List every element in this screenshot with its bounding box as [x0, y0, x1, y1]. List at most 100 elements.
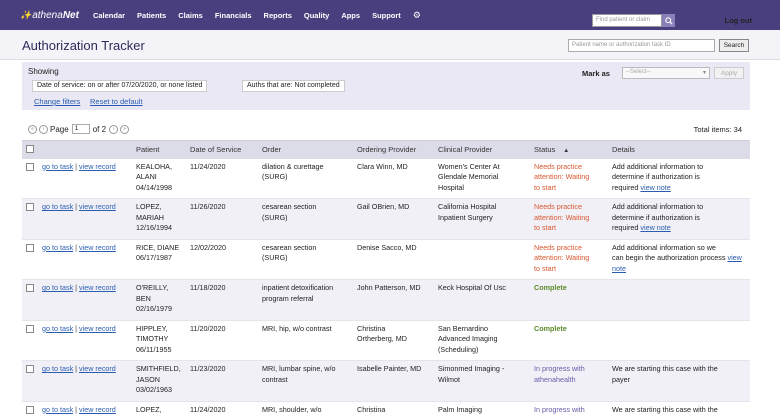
logout-link[interactable]: Log out	[724, 16, 753, 25]
cell-line: In progress with	[534, 404, 585, 414]
patient-claim-search-input[interactable]: Find patient or claim	[592, 14, 662, 27]
cell-line: Wilmot	[438, 374, 460, 384]
row-checkbox[interactable]	[26, 162, 34, 171]
change-filters-link[interactable]: Change filters	[34, 97, 81, 106]
status-cell: Needs practice attention: Waiting to start	[530, 158, 608, 199]
cell-line: KEALOHA,	[136, 161, 172, 171]
table-row[interactable]: go to task | view record SMITHFIELD, JASON…	[22, 360, 750, 402]
nav-link-support[interactable]: Support	[372, 10, 401, 20]
nav-link-calendar[interactable]: Calendar	[92, 10, 126, 20]
row-checkbox[interactable]	[26, 324, 34, 333]
clinical-provider-cell: Keck Hospital Of Usc	[434, 279, 530, 321]
view-record-link[interactable]: view record	[79, 202, 116, 211]
go-to-task-link[interactable]: go to task	[42, 404, 74, 414]
nav-link-quality[interactable]: Quality	[303, 10, 330, 20]
row-actions: go to task | view record	[38, 360, 132, 402]
go-to-task-link[interactable]: go to task	[42, 242, 74, 252]
row-actions: go to task | view record	[38, 320, 132, 361]
go-to-task-link[interactable]: go to task	[42, 202, 74, 211]
row-select-cell	[22, 198, 38, 240]
cell-line: determine if authorization is	[612, 213, 746, 224]
details-text: Add additional information to	[612, 161, 704, 171]
view-note-link[interactable]: view note	[612, 253, 742, 273]
view-record-link[interactable]: view record	[79, 161, 116, 171]
cell-line: LOPEZ,	[136, 404, 162, 414]
row-checkbox[interactable]	[26, 203, 34, 211]
go-to-task-link[interactable]: go to task	[42, 323, 74, 333]
next-page-icon[interactable]: ›	[109, 124, 119, 134]
nav-link-financials[interactable]: Financials	[214, 10, 252, 20]
header-patient[interactable]: Patient	[132, 140, 186, 159]
ordering-provider-cell: John Patterson, MD	[353, 279, 434, 321]
view-record-link[interactable]: view record	[79, 283, 116, 292]
cell-line: Glendale Memorial	[438, 172, 499, 181]
nav-link-claims[interactable]: Claims	[178, 10, 203, 20]
showing-label: Showing	[28, 67, 59, 76]
row-checkbox[interactable]	[26, 405, 34, 414]
table-row[interactable]: go to task | view recordLOPEZ,ANTHONY11/…	[22, 401, 750, 414]
cell-line: Ortherberg, MD	[357, 334, 407, 343]
apply-button[interactable]: Apply	[714, 67, 744, 79]
header-date-of-service[interactable]: Date of Service	[186, 140, 258, 159]
view-record-link[interactable]: view record	[79, 404, 116, 414]
view-record-link[interactable]: view record	[79, 242, 116, 252]
cell-line: attention: Waiting	[534, 253, 590, 262]
cell-line: cesarean section	[262, 202, 317, 211]
details-cell: Add additional information to determine i…	[608, 198, 750, 240]
task-search-input[interactable]: Patient name or authorization task ID	[568, 39, 715, 52]
cell-line: ALANI	[136, 172, 157, 181]
table-row[interactable]: go to task | view record O'REILLY, BEN 02/1…	[22, 279, 750, 321]
page-number-input[interactable]: 1	[71, 124, 90, 134]
cell-line: attention: Waiting	[534, 212, 590, 222]
table-row[interactable]: go to task | view record KEALOHA, ALANI 04/…	[22, 158, 750, 199]
header-clinical-provider[interactable]: Clinical Provider	[434, 140, 530, 159]
pagination: « ‹ Page 1 of 2 › »	[28, 124, 131, 134]
gear-icon[interactable]: ⚙	[412, 9, 421, 20]
details-text: required	[612, 182, 639, 192]
row-checkbox[interactable]	[26, 365, 34, 373]
cell-line: Advanced Imaging	[438, 334, 498, 343]
view-record-link[interactable]: view record	[79, 364, 116, 373]
header-status[interactable]: Status ▲	[530, 140, 608, 159]
prev-page-icon[interactable]: ‹	[39, 124, 48, 134]
select-all-checkbox[interactable]	[26, 145, 34, 154]
cell-line: can begin the authorization process view…	[612, 253, 746, 274]
row-actions: go to task | view record	[38, 279, 132, 321]
search-icon[interactable]	[662, 14, 675, 27]
nav-link-reports[interactable]: Reports	[263, 10, 292, 20]
clinical-provider-cell: California Hospital Inpatient Surgery	[434, 198, 530, 240]
header-ordering-provider[interactable]: Ordering Provider	[353, 140, 434, 159]
table-row[interactable]: go to task | view record HIPPLEY, TIMOTHY 0…	[22, 320, 750, 361]
cell-line: Women's Center At	[438, 161, 500, 171]
last-page-icon[interactable]: »	[120, 124, 130, 134]
patient-cell: O'REILLY, BEN 02/16/1979	[132, 279, 186, 321]
row-checkbox[interactable]	[26, 284, 34, 292]
reset-default-link[interactable]: Reset to default	[90, 97, 143, 106]
table-row[interactable]: go to task | view record RICE, DIANE 06/17…	[22, 239, 750, 280]
first-page-icon[interactable]: «	[28, 124, 37, 134]
mark-as-select[interactable]: --Select-- ▾	[622, 67, 710, 79]
date-of-service-cell: 11/26/2020	[186, 198, 258, 240]
order-cell: MRI, hip, w/o contrast	[258, 320, 353, 361]
nav-link-patients[interactable]: Patients	[137, 10, 167, 20]
view-note-link[interactable]: view note	[640, 182, 671, 192]
header-order[interactable]: Order	[258, 140, 353, 159]
cell-line: Inpatient Surgery	[438, 212, 493, 222]
header-details[interactable]: Details	[608, 140, 750, 159]
view-note-link[interactable]: view note	[640, 223, 671, 232]
table-row[interactable]: go to task | view record LOPEZ, MARIAH 12/1…	[22, 198, 750, 240]
cell-line: We are starting this case with the	[612, 405, 746, 414]
nav-link-apps[interactable]: Apps	[341, 10, 361, 20]
link-separator: |	[75, 283, 78, 292]
row-checkbox[interactable]	[26, 243, 34, 252]
go-to-task-link[interactable]: go to task	[42, 283, 74, 292]
athenanet-logo[interactable]: ✨ athena Net	[20, 10, 79, 21]
go-to-task-link[interactable]: go to task	[42, 364, 74, 373]
go-to-task-link[interactable]: go to task	[42, 161, 74, 171]
view-record-link[interactable]: view record	[79, 323, 116, 333]
date-filter-chip: Date of service: on or after 07/20/2020,…	[32, 80, 208, 92]
search-button[interactable]: Search	[719, 39, 749, 52]
